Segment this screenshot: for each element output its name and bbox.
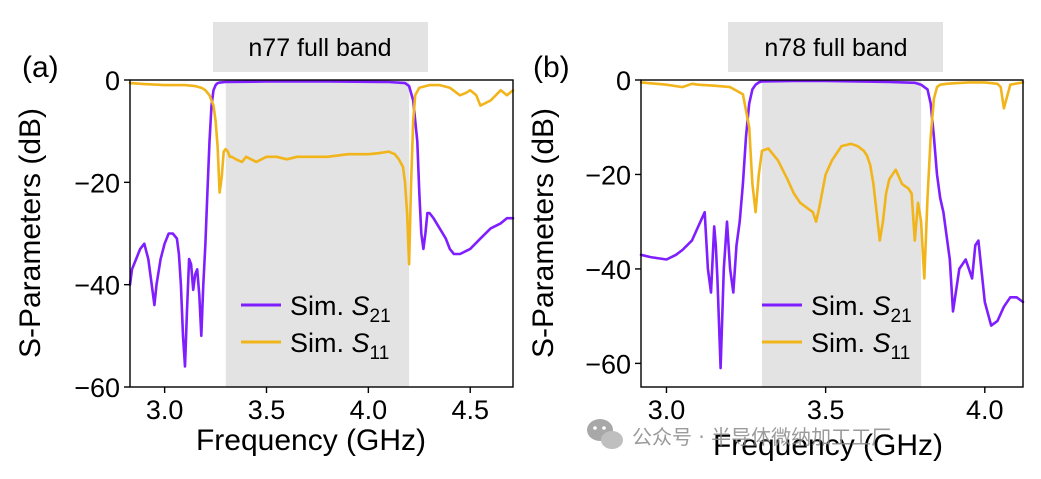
y-tick-label: −60 [585, 349, 631, 379]
x-axis-title: Frequency (GHz) [196, 424, 426, 457]
x-tick-label: 3.5 [807, 395, 845, 425]
band-title: n77 full band [248, 34, 391, 62]
x-tick-label: 3.0 [146, 395, 184, 425]
legend-s21-label: Sim. S21 [290, 291, 391, 327]
band-shading [225, 80, 410, 387]
legend-s11-label: Sim. S11 [811, 328, 910, 364]
y-tick-label: −40 [585, 255, 631, 285]
legend-symbol: S [352, 291, 370, 321]
legend-prefix: Sim. [811, 328, 873, 358]
x-tick-label: 4.0 [350, 395, 388, 425]
legend-prefix: Sim. [811, 291, 873, 321]
legend-prefix: Sim. [290, 291, 352, 321]
panel-a: 3.0 3.5 4.0 4.5 0 −20 −40 −60 (a) n77 full band… [14, 22, 515, 457]
x-tick-label: 3.5 [248, 395, 286, 425]
axis-ticks: 3.0 3.5 4.0 4.5 0 −20 −40 −60 [74, 66, 489, 425]
band-title-box [728, 22, 943, 72]
panel-letter: (a) [22, 51, 59, 84]
panel-b: 3.0 3.5 4.0 0 −20 −40 −60 (b) n78 full band S-… [527, 22, 1025, 462]
watermark: 公众号 · 半导体微纳加工工厂 [587, 419, 891, 449]
band-shading [761, 80, 922, 387]
y-axis-title: S-Parameters (dB) [527, 108, 560, 358]
legend-prefix: Sim. [290, 328, 352, 358]
plot-frame [129, 79, 514, 388]
legend-symbol: S [352, 328, 370, 358]
legend: Sim. S21 Sim. S11 [762, 291, 912, 364]
band-title: n78 full band [764, 34, 907, 62]
watermark-text: 公众号 · 半导体微纳加工工厂 [632, 425, 891, 449]
x-tick-label: 4.0 [966, 395, 1004, 425]
plot-frame [640, 79, 1024, 388]
y-tick-label: −60 [74, 373, 120, 403]
y-tick-label: 0 [616, 66, 631, 96]
x-tick-label: 4.5 [451, 395, 489, 425]
series-line-s21 [128, 80, 515, 368]
y-tick-label: −20 [585, 160, 631, 190]
series-group [128, 80, 515, 368]
y-tick-label: 0 [105, 66, 120, 96]
legend-subscript: 11 [891, 343, 911, 364]
legend-s11-label: Sim. S11 [290, 328, 389, 364]
legend-symbol: S [873, 328, 891, 358]
series-line-s11 [128, 81, 515, 266]
x-tick-label: 3.0 [648, 395, 686, 425]
panel-letter: (b) [533, 51, 570, 84]
legend-subscript: 21 [370, 306, 391, 327]
band-title-box [213, 22, 428, 72]
legend-s21-label: Sim. S21 [811, 291, 912, 327]
x-axis-title: Frequency (GHz) [713, 429, 943, 462]
wechat-icon [587, 419, 623, 449]
legend-subscript: 11 [370, 343, 390, 364]
legend-subscript: 21 [891, 306, 912, 327]
legend: Sim. S21 Sim. S11 [241, 291, 391, 364]
series-line-s21 [639, 79, 1025, 370]
y-axis-title: S-Parameters (dB) [14, 108, 47, 358]
series-group [639, 79, 1025, 370]
series-line-s11 [639, 81, 1025, 280]
axis-ticks: 3.0 3.5 4.0 0 −20 −40 −60 [585, 66, 1003, 425]
legend-symbol: S [873, 291, 891, 321]
y-tick-label: −20 [74, 168, 120, 198]
y-tick-label: −40 [74, 271, 120, 301]
